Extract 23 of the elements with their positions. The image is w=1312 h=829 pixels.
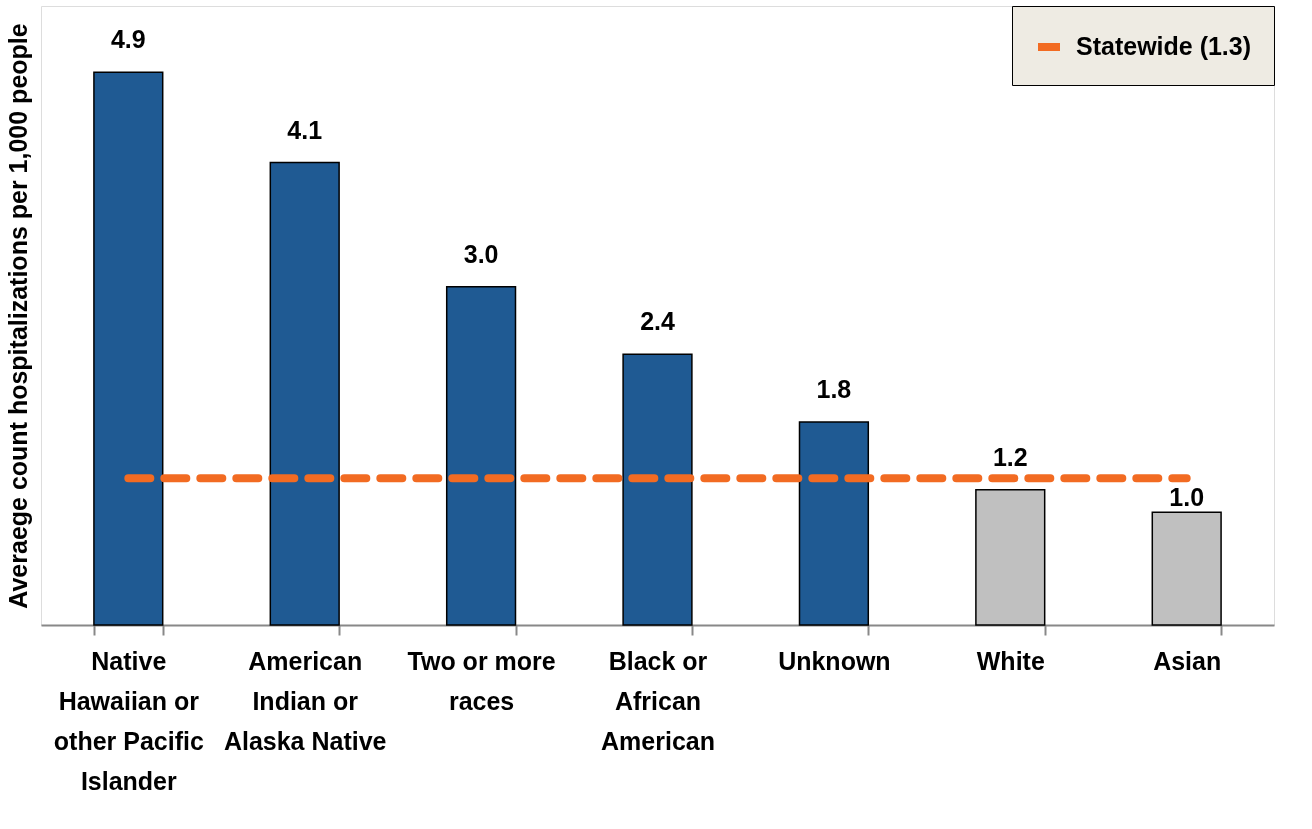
x-tick-label: White	[976, 646, 1045, 675]
legend-label: Statewide (1.3)	[1076, 32, 1252, 60]
data-label: 2.4	[640, 307, 675, 336]
bar	[269, 161, 340, 626]
bar	[798, 421, 870, 626]
data-label: 1.0	[1169, 483, 1205, 512]
x-tick-label: Asian	[1153, 646, 1222, 675]
x-tick-label: American Indian or Alaska Native	[223, 646, 387, 755]
x-tick-label: Two or more races	[407, 646, 556, 715]
data-label: 4.9	[110, 25, 146, 54]
data-label: 3.0	[463, 239, 499, 268]
bar	[622, 353, 693, 626]
y-axis-title: Averaege count hospitalizations per 1,000 people	[3, 23, 32, 609]
data-label: 1.2	[992, 442, 1028, 471]
bar	[975, 488, 1046, 626]
data-label: 1.8	[816, 374, 852, 403]
x-tick-label: Black or African American	[601, 646, 715, 755]
bar	[93, 71, 164, 626]
x-tick-label: Native Hawaiian or other Pacific Islander	[53, 646, 204, 795]
data-label: 4.1	[287, 115, 323, 144]
bar	[1151, 511, 1222, 626]
bar	[445, 285, 517, 626]
x-tick-label: Unknown	[778, 646, 891, 675]
